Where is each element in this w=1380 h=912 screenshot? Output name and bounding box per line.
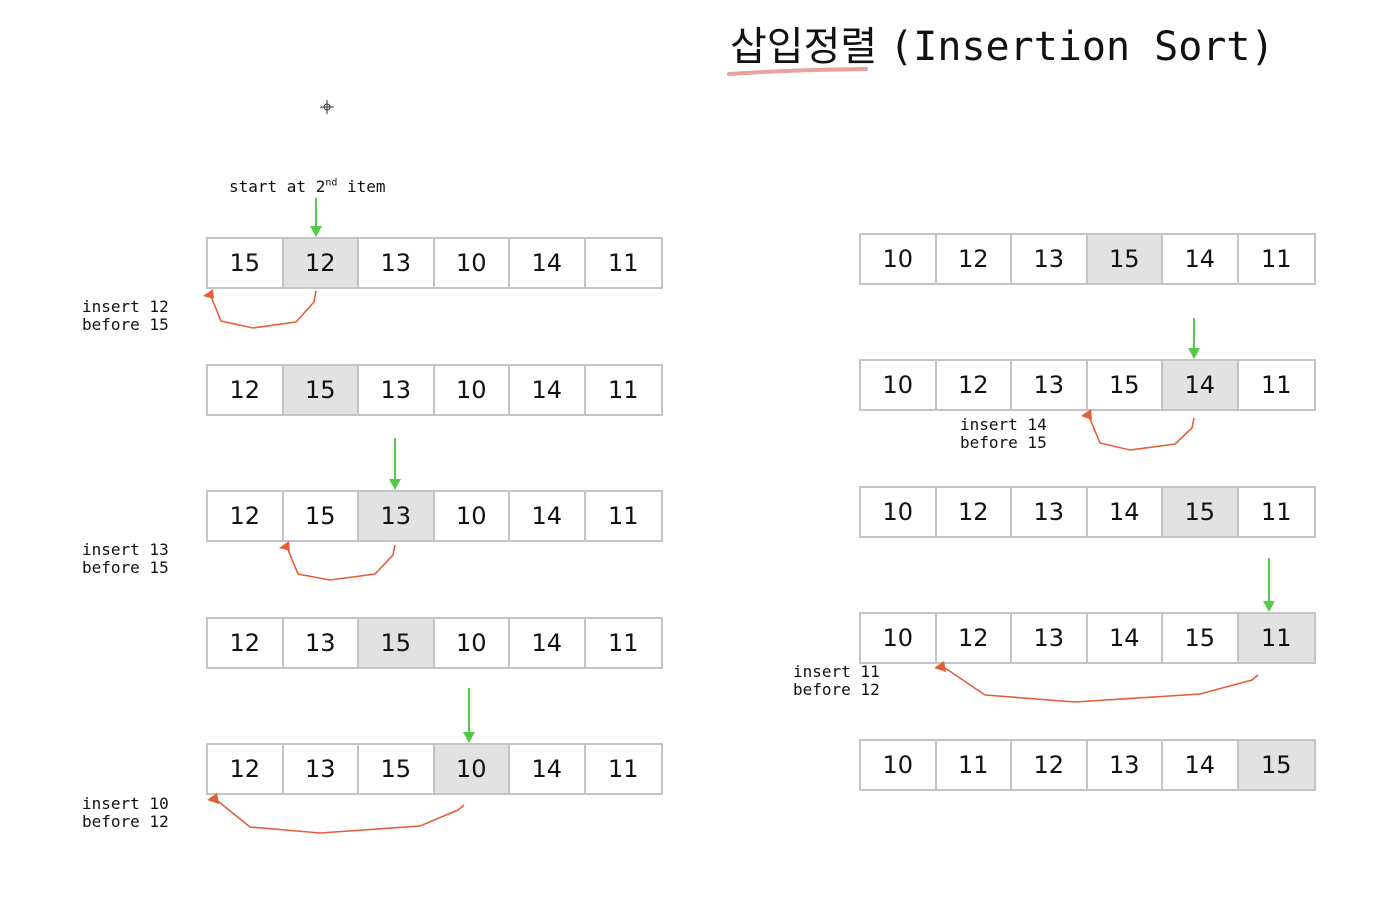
red-insert-arrow (207, 793, 465, 834)
array-cell: 11 (1238, 361, 1314, 409)
array-cell: 15 (1163, 614, 1239, 662)
array-cell: 14 (510, 619, 586, 667)
array-cell-current: 14 (1163, 361, 1239, 409)
array-cell: 10 (434, 239, 510, 287)
array-cell: 12 (936, 235, 1012, 283)
array-cell: 10 (434, 366, 510, 414)
array-cell: 11 (585, 366, 661, 414)
array-cell: 13 (359, 239, 435, 287)
array-cell: 13 (1087, 741, 1163, 789)
array-cell: 10 (861, 488, 937, 536)
array-cell: 14 (510, 745, 586, 793)
array-row: 12 13 15 10 14 11 (206, 617, 663, 669)
array-cell: 10 (861, 361, 937, 409)
array-cell: 10 (861, 235, 937, 283)
array-cell: 15 (1087, 361, 1163, 409)
array-cell: 11 (585, 239, 661, 287)
red-insert-arrow (1081, 409, 1195, 451)
title-korean: 삽입정렬 (730, 24, 878, 70)
title-underline (727, 67, 868, 76)
insert-note: insert 14 before 15 (960, 415, 1047, 452)
array-cell: 12 (208, 619, 284, 667)
start-note: start at 2nd item (229, 177, 386, 196)
array-cell: 15 (283, 492, 359, 540)
page-title: 삽입정렬 (Insertion Sort) (730, 14, 1275, 72)
red-insert-arrow (203, 289, 317, 329)
array-cell: 12 (936, 614, 1012, 662)
array-cell: 13 (1012, 235, 1088, 283)
array-cell: 11 (585, 492, 661, 540)
array-cell-current: 15 (283, 366, 359, 414)
array-row: 12 15 13 10 14 11 (206, 490, 663, 542)
array-row: 10 12 13 15 14 11 (859, 233, 1316, 285)
array-cell: 12 (936, 488, 1012, 536)
array-cell: 13 (1012, 361, 1088, 409)
insert-note: insert 11 before 12 (793, 662, 880, 699)
array-cell: 12 (208, 366, 284, 414)
green-down-arrow (389, 438, 401, 490)
array-cell: 11 (1238, 235, 1314, 283)
red-insert-arrow (934, 661, 1259, 703)
array-row: 10 12 13 15 14 11 (859, 359, 1316, 411)
array-cell: 11 (585, 619, 661, 667)
array-cell: 13 (283, 745, 359, 793)
array-row: 12 13 15 10 14 11 (206, 743, 663, 795)
array-cell: 10 (861, 614, 937, 662)
array-cell: 14 (1163, 235, 1239, 283)
array-cell-current: 15 (1087, 235, 1163, 283)
array-cell: 10 (861, 741, 937, 789)
array-cell: 12 (208, 492, 284, 540)
insert-note: insert 10 before 12 (82, 794, 169, 831)
array-row: 12 15 13 10 14 11 (206, 364, 663, 416)
array-cell: 14 (510, 239, 586, 287)
array-cell: 11 (1238, 488, 1314, 536)
array-cell: 13 (359, 366, 435, 414)
array-cell: 13 (1012, 614, 1088, 662)
array-cell-current: 11 (1238, 614, 1314, 662)
array-cell-current: 10 (434, 745, 510, 793)
array-cell: 14 (510, 492, 586, 540)
array-row: 10 11 12 13 14 15 (859, 739, 1316, 791)
crosshair-icon (320, 100, 334, 114)
red-insert-arrow (279, 541, 396, 581)
array-cell: 10 (434, 492, 510, 540)
green-down-arrow (310, 198, 322, 237)
array-cell: 11 (936, 741, 1012, 789)
array-cell: 13 (1012, 488, 1088, 536)
array-cell-current: 15 (1238, 741, 1314, 789)
array-cell-current: 12 (283, 239, 359, 287)
array-cell: 13 (283, 619, 359, 667)
array-cell: 10 (434, 619, 510, 667)
array-cell-current: 13 (359, 492, 435, 540)
array-cell: 15 (208, 239, 284, 287)
array-cell: 12 (1012, 741, 1088, 789)
array-cell: 12 (936, 361, 1012, 409)
title-english: (Insertion Sort) (889, 24, 1275, 70)
array-cell: 14 (510, 366, 586, 414)
array-cell: 12 (208, 745, 284, 793)
green-down-arrow (1263, 558, 1275, 612)
array-cell: 11 (585, 745, 661, 793)
green-down-arrow (463, 688, 475, 743)
array-cell: 14 (1087, 488, 1163, 536)
insert-note: insert 13 before 15 (82, 540, 169, 577)
green-down-arrow (1188, 318, 1200, 359)
array-cell: 14 (1087, 614, 1163, 662)
array-row: 15 12 13 10 14 11 (206, 237, 663, 289)
array-row: 10 12 13 14 15 11 (859, 612, 1316, 664)
insert-note: insert 12 before 15 (82, 297, 169, 334)
array-row: 10 12 13 14 15 11 (859, 486, 1316, 538)
array-cell: 14 (1163, 741, 1239, 789)
array-cell: 15 (359, 745, 435, 793)
array-cell-current: 15 (1163, 488, 1239, 536)
array-cell-current: 15 (359, 619, 435, 667)
